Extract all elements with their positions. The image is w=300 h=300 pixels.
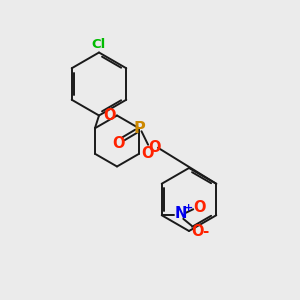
Text: O: O xyxy=(113,136,125,151)
Text: O: O xyxy=(149,140,161,155)
Text: P: P xyxy=(133,121,145,136)
Text: +: + xyxy=(184,203,193,213)
Text: O: O xyxy=(194,200,206,215)
Text: Cl: Cl xyxy=(92,38,106,51)
Text: -: - xyxy=(202,224,208,239)
Text: N: N xyxy=(175,206,188,221)
Text: O: O xyxy=(141,146,154,161)
Text: O: O xyxy=(191,224,204,239)
Text: O: O xyxy=(103,108,116,123)
